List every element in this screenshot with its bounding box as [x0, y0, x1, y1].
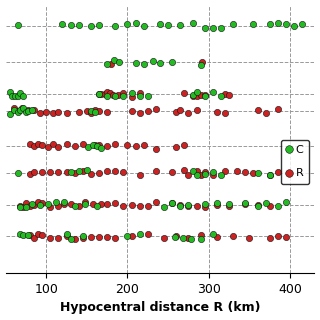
- Legend: C, R: C, R: [281, 140, 309, 184]
- X-axis label: Hypocentral distance R (km): Hypocentral distance R (km): [60, 301, 260, 315]
